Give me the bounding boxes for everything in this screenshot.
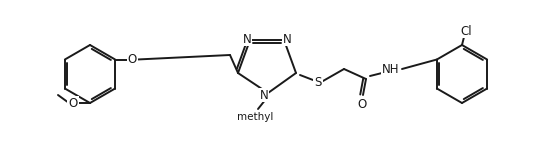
Text: methyl: methyl: [237, 112, 273, 122]
Text: O: O: [358, 98, 367, 111]
Text: N: N: [242, 33, 252, 45]
Text: O: O: [128, 53, 137, 66]
Text: N: N: [260, 89, 268, 102]
Text: N: N: [282, 33, 292, 45]
Text: O: O: [68, 96, 77, 110]
Text: NH: NH: [382, 62, 400, 75]
Text: Cl: Cl: [460, 25, 472, 37]
Text: S: S: [314, 75, 322, 89]
